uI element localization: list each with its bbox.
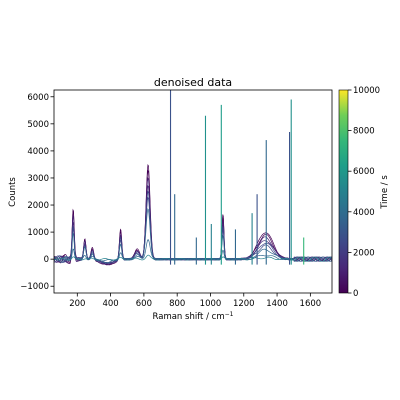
x-tick-label: 1200: [233, 299, 255, 309]
plot-frame: [53, 89, 333, 294]
spike-group: [169, 90, 305, 265]
y-tick-label: 3000: [27, 174, 49, 184]
y-tick-label: 0: [44, 255, 49, 265]
x-tick-label: 1000: [200, 299, 222, 309]
x-tick-label: 1400: [266, 299, 288, 309]
spectrum-series-line: [54, 254, 332, 262]
y-axis-label: Counts: [8, 177, 18, 207]
colorbar-tick-label: 4000: [353, 208, 375, 218]
x-axis-label: Raman shift / cm−1: [153, 311, 234, 322]
colorbar-tick-label: 6000: [353, 167, 375, 177]
y-tick-label: 5000: [27, 120, 49, 130]
colorbar-tick-label: 0: [353, 289, 358, 299]
chart-title: denoised data: [154, 76, 232, 89]
colorbar-axis: 0 2000 4000 6000 8000 10000: [348, 86, 380, 299]
colorbar-tick-label: 8000: [353, 127, 375, 137]
colorbar-tick-label: 2000: [353, 248, 375, 258]
y-tick-label: 6000: [27, 93, 49, 103]
x-axis-label-superscript: −1: [225, 311, 234, 318]
colorbar-label: Time / s: [380, 175, 390, 210]
spectrum-series-line: [54, 239, 332, 262]
y-tick-label: 1000: [27, 228, 49, 238]
y-tick-label: 4000: [27, 147, 49, 157]
x-tick-label: 600: [136, 299, 152, 309]
x-tick-label: 400: [102, 299, 118, 309]
colorbar: [338, 89, 349, 294]
spectra-series-group: [54, 163, 332, 266]
x-tick-label: 800: [169, 299, 185, 309]
x-tick-label: 1600: [300, 299, 322, 309]
y-tick-label: 2000: [27, 201, 49, 211]
x-axis: 200 400 600 800 1000 1200 1400 1600: [69, 293, 321, 309]
x-tick-label: 200: [69, 299, 85, 309]
colorbar-tick-label: 10000: [353, 86, 380, 96]
y-tick-label: −1000: [20, 282, 49, 292]
y-axis: −1000 0 1000 2000 3000 4000 5000 6000: [20, 93, 54, 292]
